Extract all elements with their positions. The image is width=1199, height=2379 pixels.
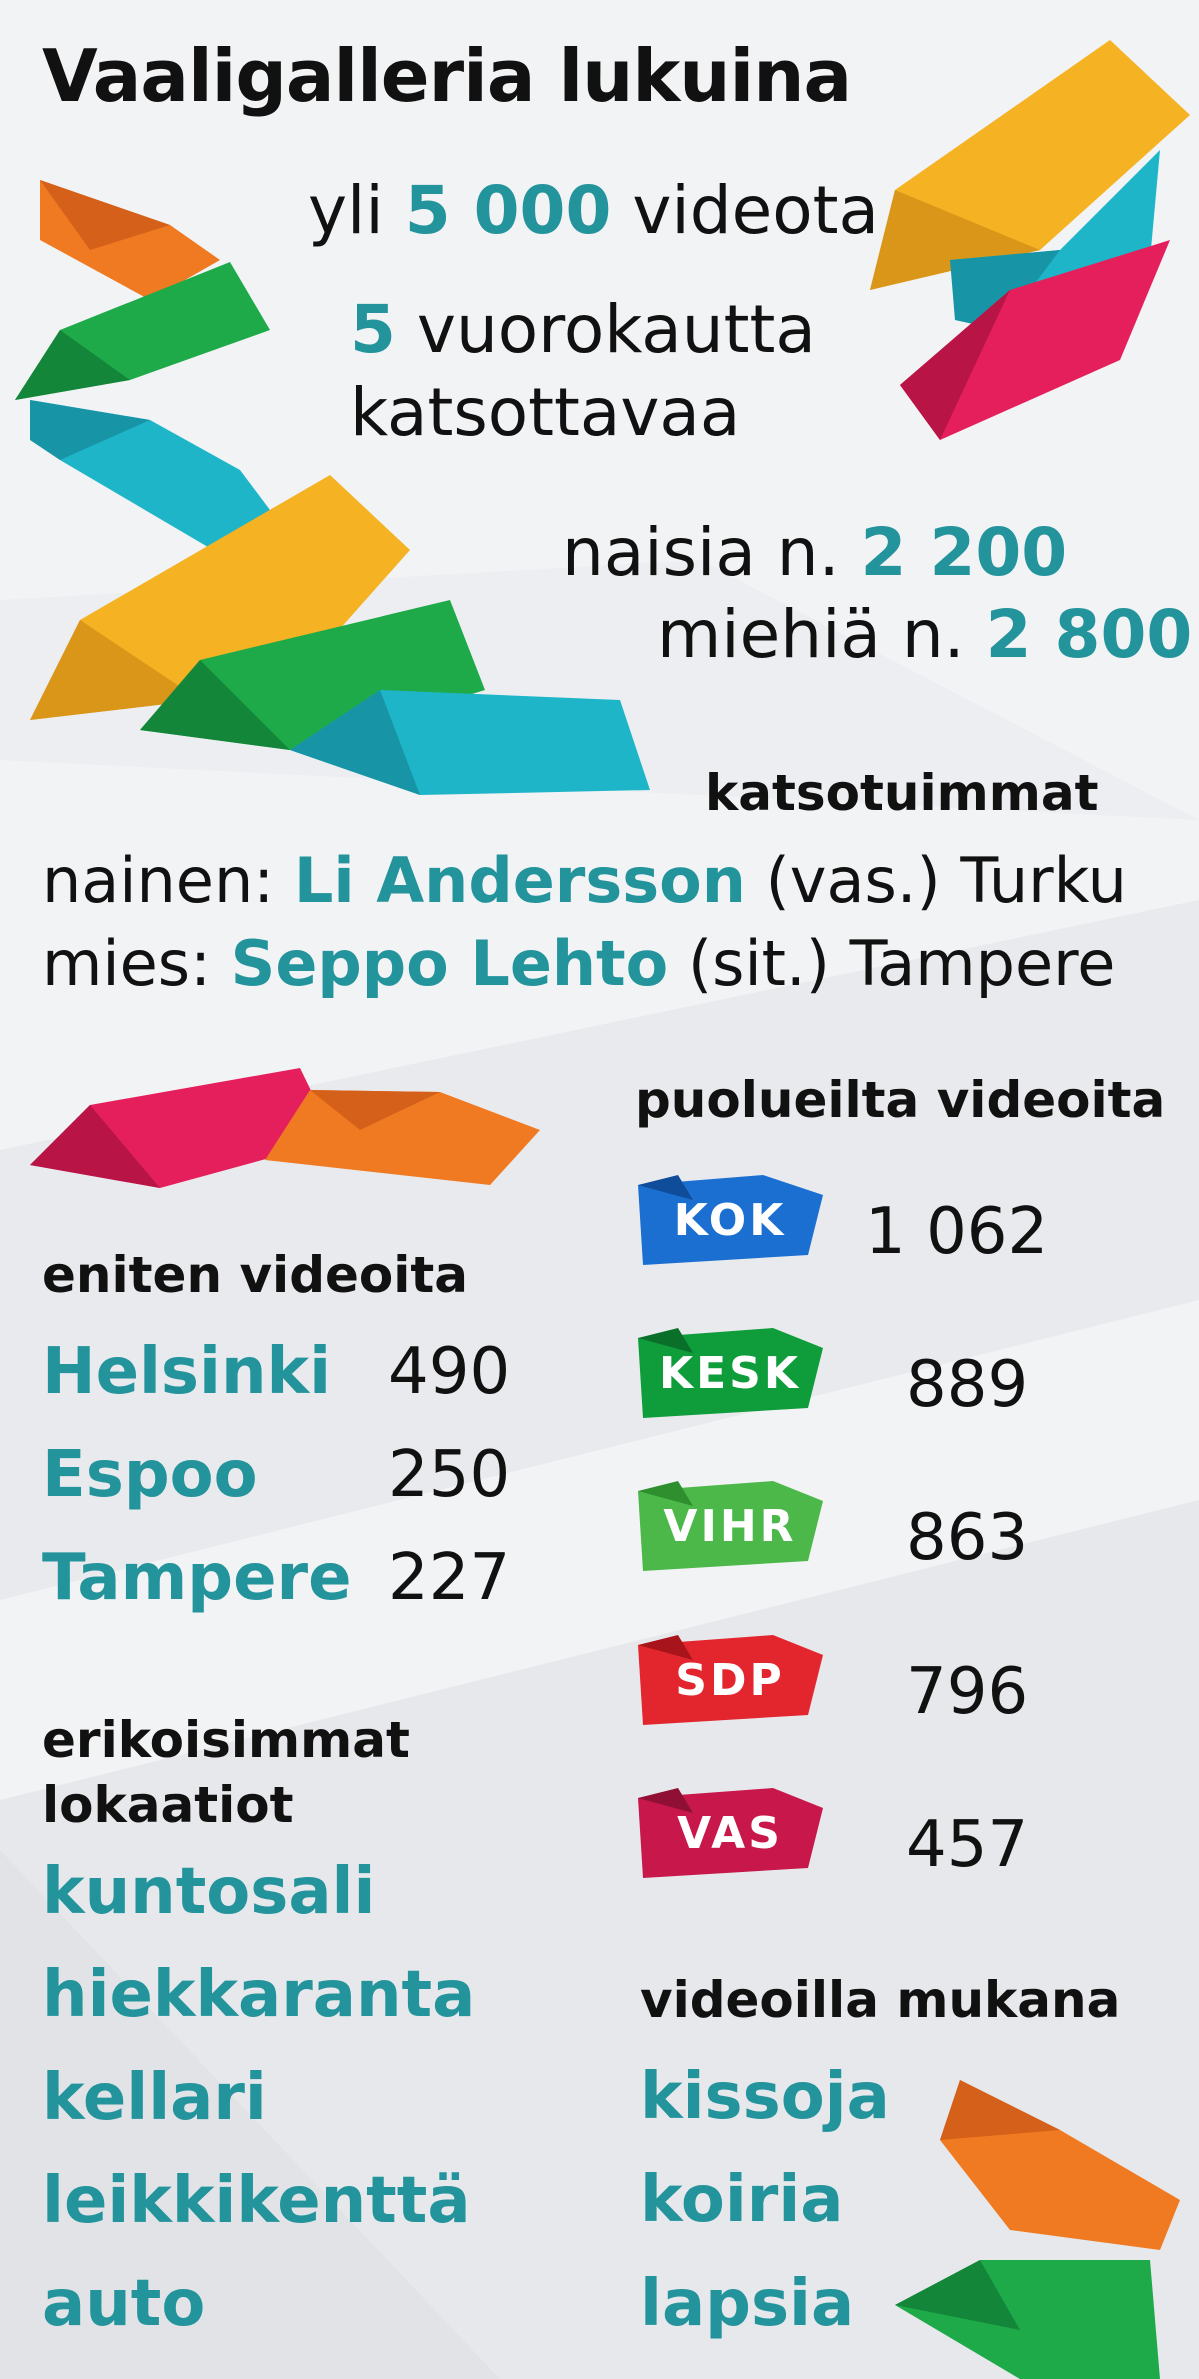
video-count-value: 5 000 bbox=[404, 172, 612, 249]
most-watched-woman-name: Li Andersson bbox=[293, 844, 746, 917]
most-watched-man: mies: Seppo Lehto (sit.) Tampere bbox=[42, 933, 1115, 995]
women-prefix: naisia n. bbox=[562, 514, 861, 591]
most-watched-man-name: Seppo Lehto bbox=[230, 927, 669, 1000]
special-locations-header-line2: lokaatiot bbox=[42, 1776, 294, 1834]
party-badge-shape bbox=[638, 1328, 823, 1418]
special-location-item: kuntosali bbox=[42, 1855, 376, 1929]
most-watched-man-rest: (sit.) Tampere bbox=[668, 927, 1116, 1000]
ribbon-magenta-middle-left bbox=[30, 1068, 335, 1188]
special-location-item: hiekkaranta bbox=[42, 1958, 476, 2032]
ribbon-yellow-top-right bbox=[870, 40, 1190, 290]
party-badge-shape bbox=[638, 1788, 823, 1878]
most-watched-woman-rest: (vas.) Turku bbox=[745, 844, 1127, 917]
most-videos-count: 250 bbox=[388, 1438, 511, 1512]
in-videos-header: videoilla mukana bbox=[640, 1971, 1121, 2029]
video-count-stat: yli 5 000 videota bbox=[308, 178, 879, 244]
most-videos-city: Espoo bbox=[42, 1438, 258, 1512]
men-stat: miehiä n. 2 800 bbox=[657, 602, 1192, 668]
most-videos-city: Tampere bbox=[42, 1541, 352, 1615]
party-badge-shape bbox=[638, 1635, 823, 1725]
party-badge-shape bbox=[638, 1481, 823, 1571]
parties-header: puolueilta videoita bbox=[635, 1071, 1166, 1129]
party-badge-kesk: KESK bbox=[633, 1323, 833, 1423]
special-locations-header-line1: erikoisimmat bbox=[42, 1711, 410, 1769]
party-abbr: KOK bbox=[673, 1194, 787, 1246]
special-location-item: auto bbox=[42, 2267, 206, 2341]
days-stat: 5 vuorokautta bbox=[350, 297, 816, 363]
men-prefix: miehiä n. bbox=[657, 596, 986, 673]
in-videos-item: koiria bbox=[640, 2163, 844, 2237]
most-videos-city: Helsinki bbox=[42, 1335, 331, 1409]
ribbon-orange-bottom-right bbox=[940, 2080, 1180, 2250]
special-location-item: kellari bbox=[42, 2061, 267, 2135]
most-watched-man-label: mies: bbox=[42, 927, 231, 1000]
party-count-vihr: 863 bbox=[906, 1501, 1029, 1575]
party-count-kesk: 889 bbox=[906, 1348, 1029, 1422]
party-abbr: VIHR bbox=[663, 1500, 797, 1552]
party-badge-vihr: VIHR bbox=[633, 1476, 833, 1576]
ribbon-green-top-left bbox=[15, 262, 270, 400]
ribbon-cyan-bottom-left bbox=[290, 690, 650, 795]
ribbon-magenta-top-right bbox=[900, 240, 1170, 440]
days-value: 5 bbox=[350, 291, 396, 368]
ribbon-orange-top-left bbox=[40, 180, 220, 300]
party-badge-shape bbox=[638, 1175, 823, 1265]
ribbon-cyan-top-right bbox=[950, 150, 1160, 330]
party-count-kok: 1 062 bbox=[865, 1195, 1049, 1269]
ribbon-orange-middle-left bbox=[265, 1090, 540, 1185]
ribbon-yellow-left bbox=[30, 475, 410, 720]
party-badge-sdp: SDP bbox=[633, 1630, 833, 1730]
special-location-item: leikkikenttä bbox=[42, 2164, 471, 2238]
most-watched-woman: nainen: Li Andersson (vas.) Turku bbox=[42, 850, 1127, 912]
in-videos-item: lapsia bbox=[640, 2267, 855, 2341]
page-title: Vaaligalleria lukuina bbox=[42, 34, 852, 118]
men-value: 2 800 bbox=[985, 596, 1193, 673]
party-abbr: VAS bbox=[677, 1807, 783, 1859]
in-videos-item: kissoja bbox=[640, 2060, 890, 2134]
ribbon-cyan-left bbox=[30, 400, 270, 560]
women-value: 2 200 bbox=[860, 514, 1068, 591]
days-stat-line2: katsottavaa bbox=[350, 374, 741, 451]
party-badge-vas: VAS bbox=[633, 1783, 833, 1883]
party-abbr: KESK bbox=[659, 1347, 801, 1399]
video-count-suffix: videota bbox=[611, 172, 879, 249]
women-stat: naisia n. 2 200 bbox=[562, 520, 1067, 586]
most-videos-count: 227 bbox=[388, 1541, 511, 1615]
video-count-prefix: yli bbox=[308, 172, 405, 249]
most-videos-header: eniten videoita bbox=[42, 1246, 469, 1304]
days-suffix: vuorokautta bbox=[395, 291, 816, 368]
background-facets bbox=[0, 560, 1199, 2379]
most-videos-count: 490 bbox=[388, 1335, 511, 1409]
ribbon-green-bottom-right bbox=[895, 2260, 1160, 2379]
party-count-sdp: 796 bbox=[906, 1655, 1029, 1729]
party-count-vas: 457 bbox=[906, 1808, 1029, 1882]
most-watched-header: katsotuimmat bbox=[705, 764, 1099, 822]
party-badge-kok: KOK bbox=[633, 1170, 833, 1270]
party-abbr: SDP bbox=[675, 1654, 785, 1706]
most-watched-woman-label: nainen: bbox=[42, 844, 294, 917]
